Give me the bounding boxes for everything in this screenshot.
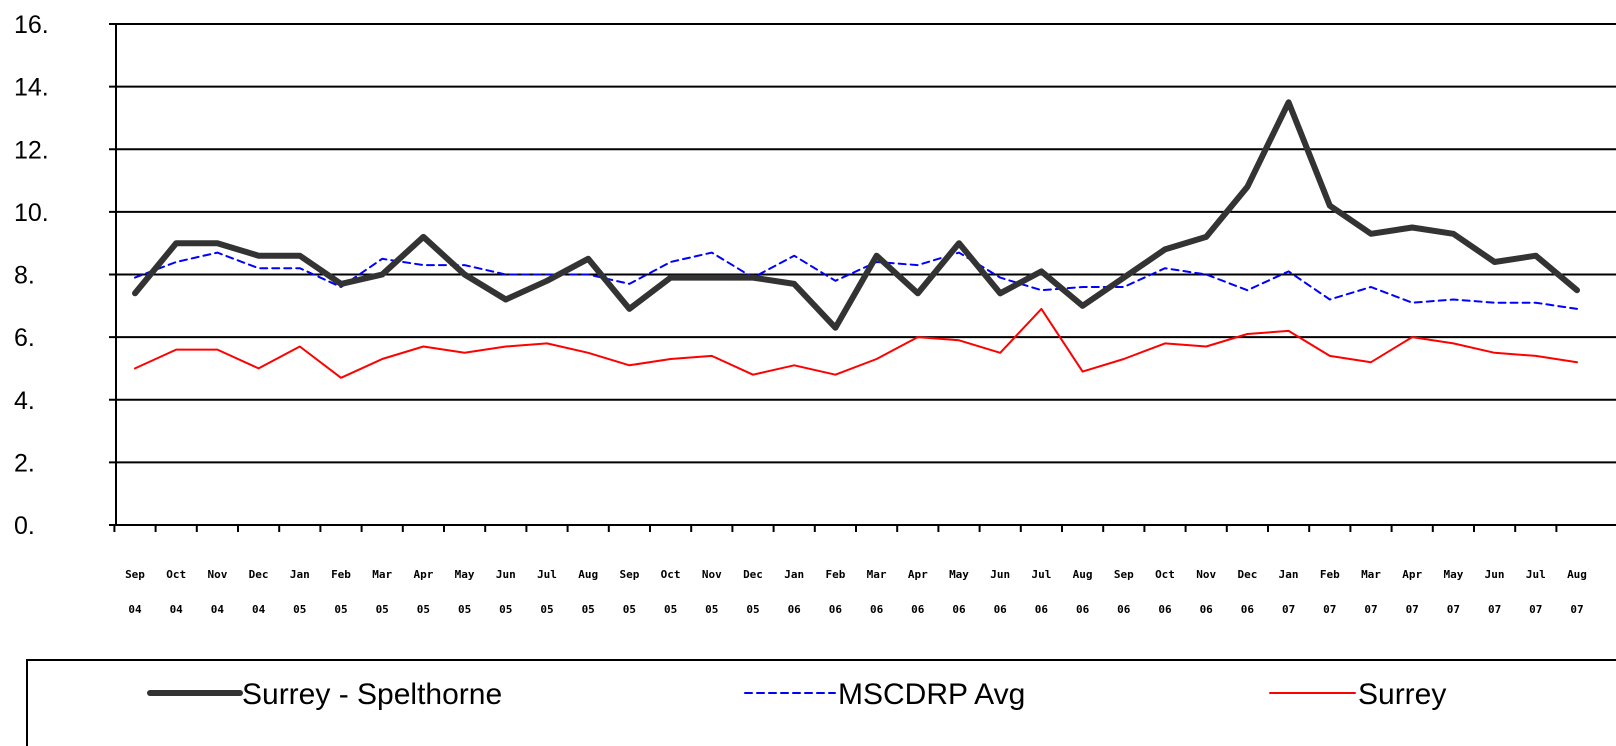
x-tick-label-year: 04 xyxy=(170,603,184,616)
x-tick-label-year: 06 xyxy=(829,603,843,616)
x-tick-label-year: 05 xyxy=(623,603,636,616)
x-tick-label-month: Feb xyxy=(331,568,351,581)
x-tick-label-month: Jul xyxy=(1526,568,1546,581)
y-tick-label: 14. xyxy=(14,74,49,102)
x-tick-label-month: Dec xyxy=(743,568,763,581)
x-tick-label-year: 05 xyxy=(746,603,759,616)
x-tick-label-month: Oct xyxy=(661,568,681,581)
x-tick-label-year: 07 xyxy=(1570,603,1583,616)
x-tick-label-month: Dec xyxy=(1237,568,1257,581)
x-tick-label-month: Jan xyxy=(290,568,310,581)
x-tick-label-year: 05 xyxy=(540,603,553,616)
y-tick-label: 2. xyxy=(14,449,35,477)
x-tick-label-month: Sep xyxy=(1114,568,1134,581)
legend-box xyxy=(26,659,1616,746)
x-tick-label-year: 06 xyxy=(1158,603,1172,616)
x-tick-label-month: Jan xyxy=(784,568,804,581)
x-tick-label-year: 04 xyxy=(128,603,142,616)
x-tick-label-year: 05 xyxy=(705,603,718,616)
x-tick-label-year: 05 xyxy=(499,603,512,616)
x-tick-label-year: 04 xyxy=(211,603,225,616)
y-tick-label: 16. xyxy=(14,11,49,39)
x-tick-label-month: Feb xyxy=(1320,568,1340,581)
x-tick-label-month: May xyxy=(455,568,475,581)
x-tick-label-year: 07 xyxy=(1488,603,1501,616)
x-tick-label-month: Sep xyxy=(619,568,639,581)
x-tick-label-month: Aug xyxy=(578,568,598,581)
x-tick-label-month: Jun xyxy=(990,568,1010,581)
x-tick-label-year: 05 xyxy=(664,603,677,616)
x-tick-label-month: Oct xyxy=(1155,568,1175,581)
x-tick-label-month: Mar xyxy=(372,568,392,581)
x-tick-label-month: May xyxy=(1443,568,1463,581)
x-tick-label-year: 06 xyxy=(911,603,925,616)
x-tick-label-month: Apr xyxy=(908,568,928,581)
x-tick-label-month: Mar xyxy=(867,568,887,581)
series-lines xyxy=(132,99,1580,379)
x-tick-label-month: Apr xyxy=(413,568,433,581)
x-tick-label-year: 07 xyxy=(1447,603,1460,616)
x-tick-label-year: 06 xyxy=(788,603,802,616)
x-tick-label-month: Nov xyxy=(702,568,722,581)
y-tick-label: 6. xyxy=(14,324,35,352)
series-line-surrey xyxy=(134,307,1578,379)
series-line-mscdrp-avg xyxy=(134,251,1578,310)
x-tick-label-year: 06 xyxy=(952,603,966,616)
x-tick-label-year: 06 xyxy=(1200,603,1214,616)
x-tick-label-year: 07 xyxy=(1529,603,1542,616)
x-tick-label-month: Jul xyxy=(1031,568,1051,581)
y-tick-label: 8. xyxy=(14,262,35,290)
x-axis-tick-labels: Sep 04 Oct 04 Nov 04 Dec 04 Jan 05 Feb 05 Mar 05 Apr 05… xyxy=(125,568,1587,616)
x-tick-label-year: 06 xyxy=(1035,603,1049,616)
legend-label: Surrey - Spelthorne xyxy=(242,678,502,711)
x-tick-label-month: Jun xyxy=(496,568,516,581)
y-tick-label: 0. xyxy=(14,512,35,540)
x-tick-label-month: Jun xyxy=(1485,568,1505,581)
x-tick-label-month: Apr xyxy=(1402,568,1422,581)
y-tick-label: 10. xyxy=(14,199,49,227)
legend-label: Surrey xyxy=(1358,678,1446,711)
x-tick-label-year: 05 xyxy=(376,603,389,616)
x-tick-label-month: Jul xyxy=(537,568,557,581)
x-tick-label-year: 06 xyxy=(1076,603,1090,616)
x-tick-label-year: 05 xyxy=(334,603,347,616)
x-tick-label-year: 06 xyxy=(1117,603,1131,616)
y-tick-label: 12. xyxy=(14,136,49,164)
x-tick-label-year: 04 xyxy=(252,603,266,616)
x-tick-label-year: 05 xyxy=(458,603,471,616)
x-tick-label-year: 06 xyxy=(870,603,884,616)
x-tick-label-month: Mar xyxy=(1361,568,1381,581)
y-tick-label: 4. xyxy=(14,387,35,415)
x-tick-label-year: 06 xyxy=(994,603,1008,616)
series-line-surrey-spelthorne xyxy=(132,99,1580,331)
x-tick-label-year: 07 xyxy=(1406,603,1419,616)
x-tick-label-year: 05 xyxy=(417,603,430,616)
x-tick-label-month: Aug xyxy=(1567,568,1587,581)
x-tick-label-month: Aug xyxy=(1073,568,1093,581)
x-tick-label-month: May xyxy=(949,568,969,581)
x-tick-label-month: Jan xyxy=(1279,568,1299,581)
x-tick-label-year: 07 xyxy=(1364,603,1377,616)
gridlines xyxy=(116,23,1616,464)
legend: Surrey - Spelthorne MSCDRP Avg Surrey xyxy=(26,659,1616,746)
legend-label: MSCDRP Avg xyxy=(838,678,1025,711)
x-tick-label-month: Nov xyxy=(207,568,227,581)
x-tick-label-year: 05 xyxy=(293,603,306,616)
x-tick-label-month: Oct xyxy=(166,568,186,581)
x-tick-label-month: Sep xyxy=(125,568,145,581)
x-tick-label-year: 07 xyxy=(1282,603,1295,616)
x-tick-label-month: Feb xyxy=(825,568,845,581)
x-tick-label-month: Nov xyxy=(1196,568,1216,581)
x-tick-label-year: 05 xyxy=(582,603,595,616)
x-tick-label-year: 07 xyxy=(1323,603,1336,616)
x-tick-label-year: 06 xyxy=(1241,603,1255,616)
axes xyxy=(109,23,1616,532)
x-tick-label-month: Dec xyxy=(249,568,269,581)
y-axis-tick-labels: 0. 2. 4. 6. 8. 10. 12. 14. 16. xyxy=(14,11,49,540)
